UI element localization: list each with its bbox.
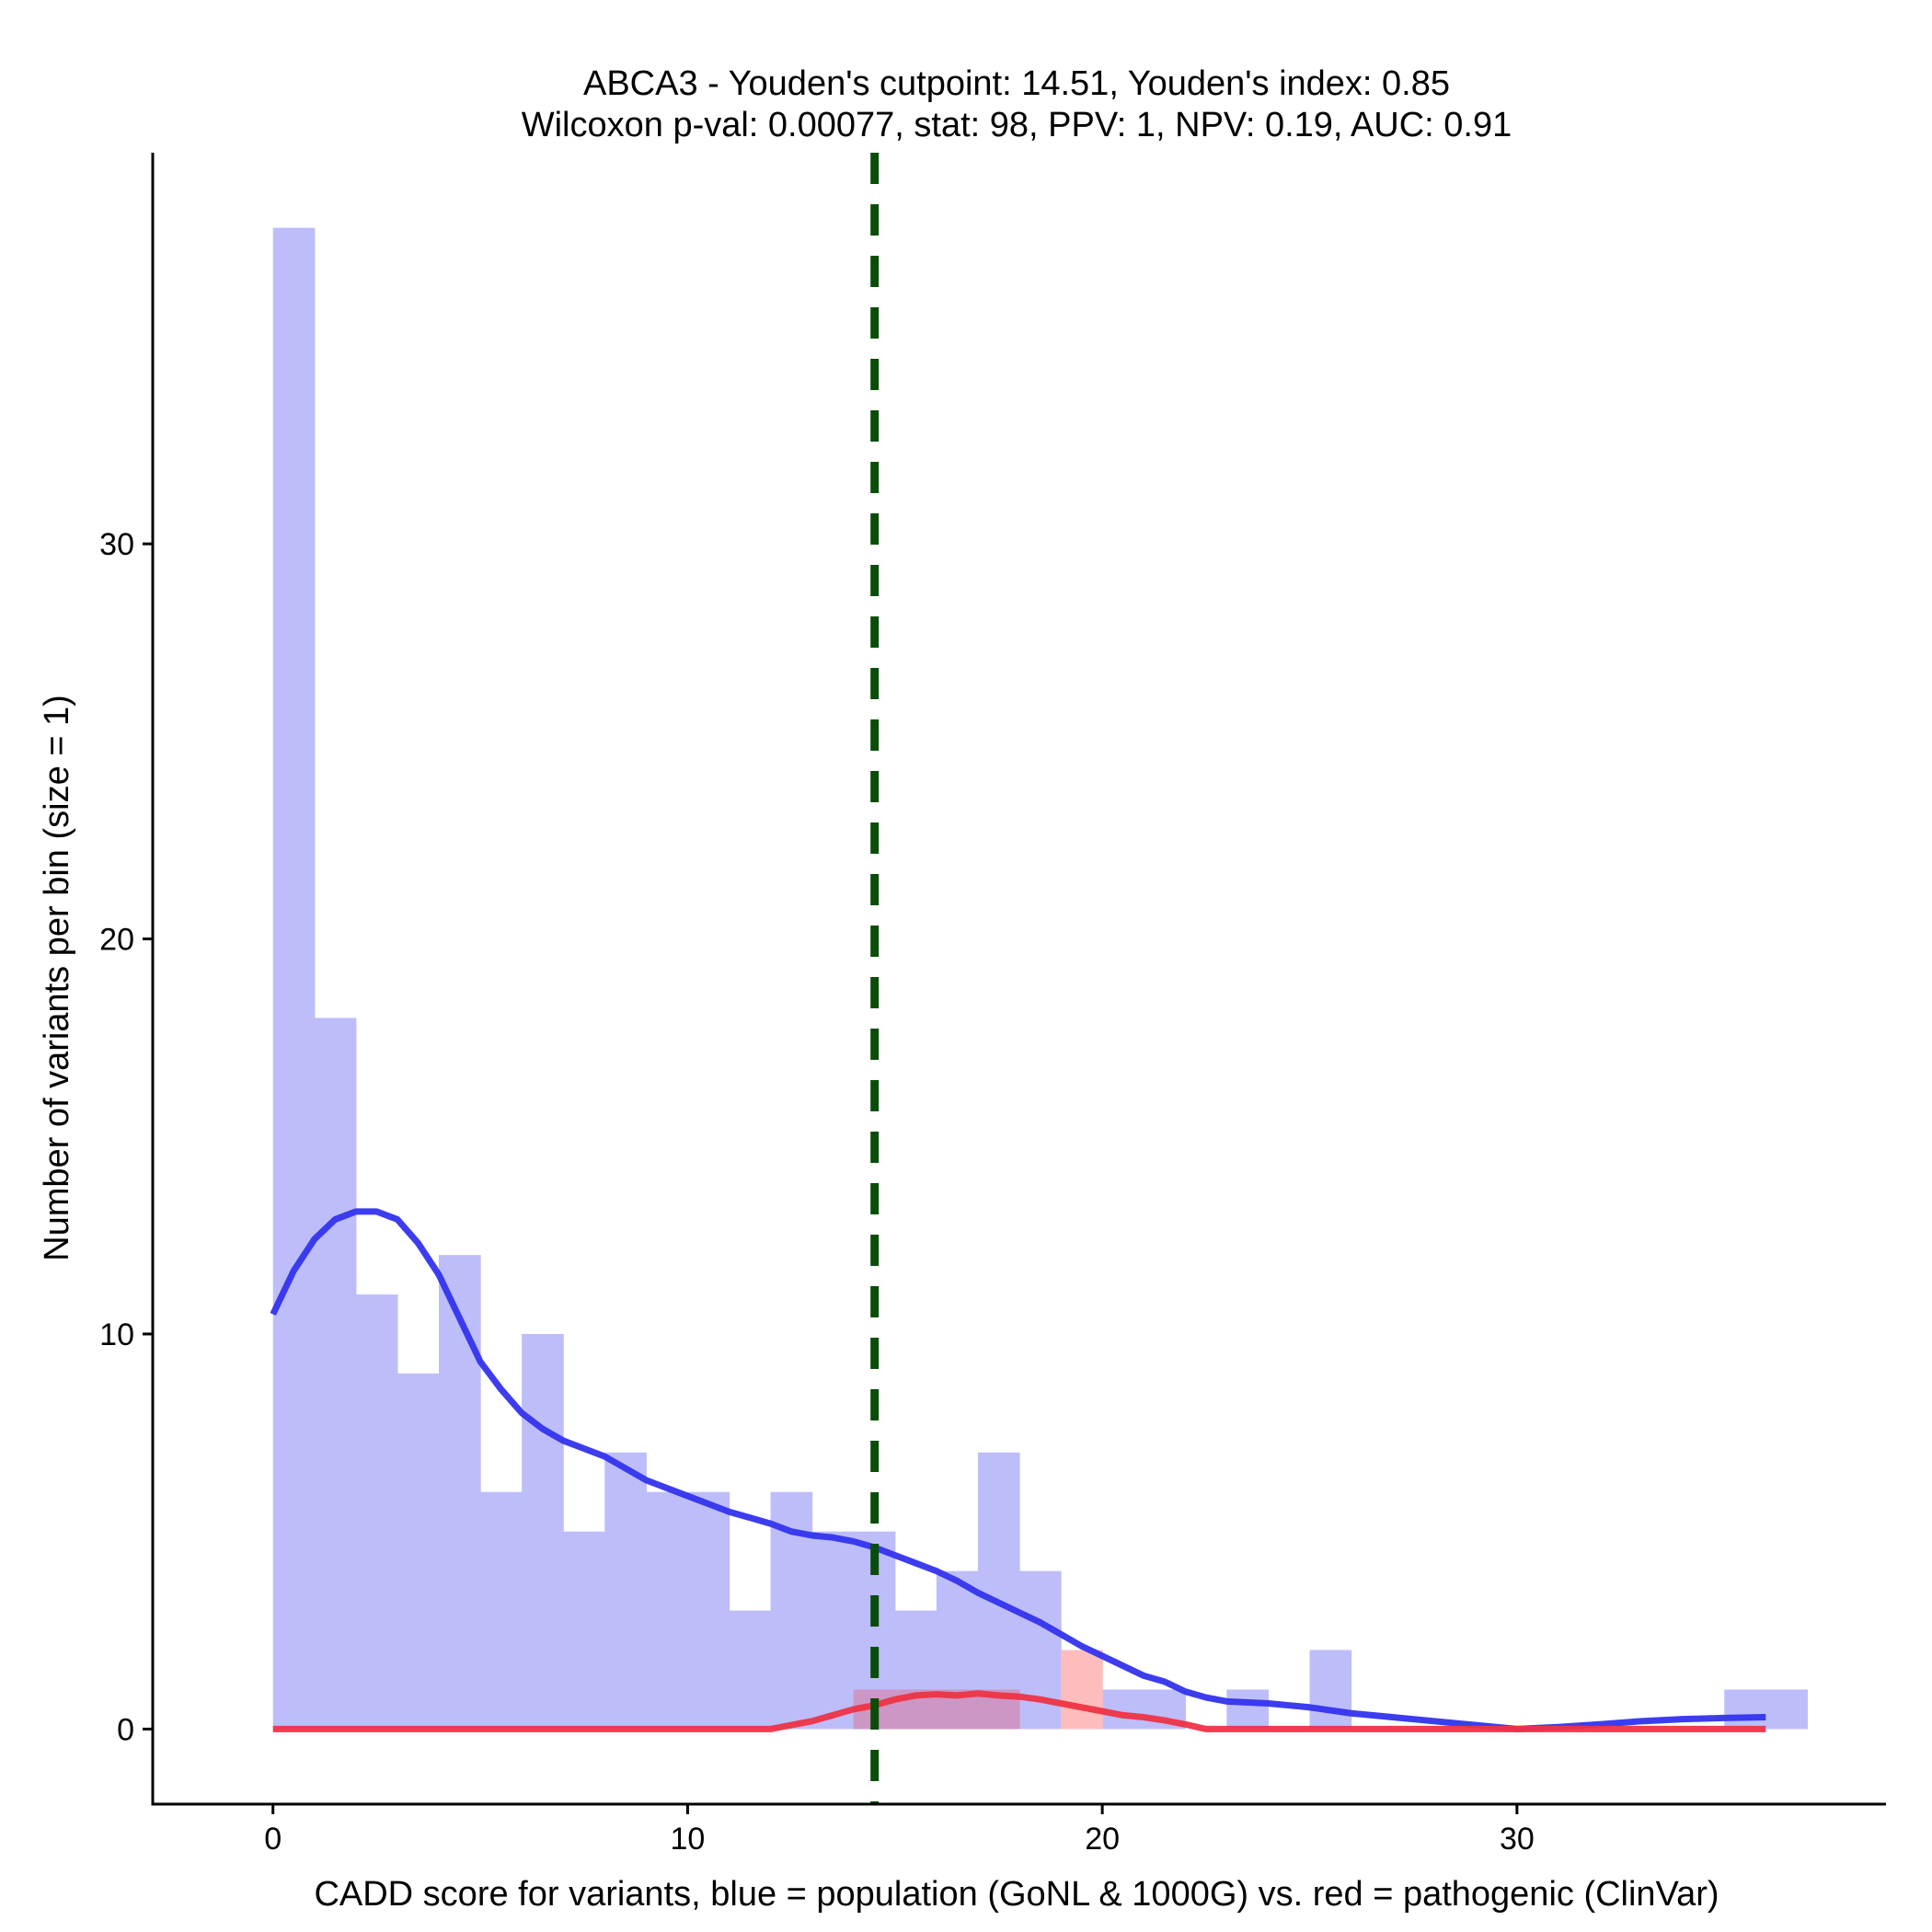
- population-density-curve: [270, 1208, 1766, 1732]
- population-bar: [272, 227, 316, 1730]
- population-bar: [1724, 1689, 1766, 1730]
- population-bar: [397, 1373, 440, 1730]
- x-tick-label: 0: [264, 1822, 282, 1857]
- y-tick-label: 20: [99, 923, 134, 958]
- population-bar: [522, 1333, 564, 1730]
- y-tick-label: 0: [117, 1712, 134, 1747]
- population-bar: [355, 1294, 398, 1730]
- population-bars: [272, 227, 1808, 1730]
- population-bar: [646, 1491, 689, 1730]
- population-bar: [1765, 1689, 1808, 1730]
- population-bar: [1226, 1689, 1270, 1730]
- pathogenic-bar: [1061, 1650, 1103, 1730]
- x-axis-label: CADD score for variants, blue = populati…: [314, 1875, 1719, 1914]
- y-tick-label: 10: [99, 1317, 134, 1352]
- population-bar: [687, 1491, 730, 1730]
- population-bar: [977, 1452, 1020, 1730]
- y-tick-label: 30: [99, 527, 134, 562]
- population-bar: [604, 1452, 647, 1730]
- x-tick-label: 10: [671, 1822, 706, 1857]
- chart-title-line1: ABCA3 - Youden's cutpoint: 14.51, Youden…: [583, 64, 1450, 103]
- population-bar: [563, 1531, 605, 1730]
- x-tick-label: 20: [1085, 1822, 1120, 1857]
- x-tick-label: 30: [1500, 1822, 1535, 1857]
- population-bar: [1102, 1689, 1144, 1730]
- population-bar: [480, 1491, 523, 1730]
- population-bar: [811, 1531, 855, 1730]
- population-bar: [729, 1610, 772, 1730]
- y-axis-label: Number of variants per bin (size = 1): [38, 695, 76, 1261]
- population-bar: [439, 1255, 481, 1730]
- population-bar: [1309, 1650, 1352, 1730]
- axes: 0 10 20 30 0 10 20 30: [99, 153, 1886, 1857]
- density-curves: [270, 1208, 1766, 1732]
- pathogenic-density-curve: [272, 1690, 1766, 1732]
- population-bar: [314, 1018, 357, 1730]
- chart-title-line2: Wilcoxon p-val: 0.00077, stat: 98, PPV: …: [522, 106, 1512, 144]
